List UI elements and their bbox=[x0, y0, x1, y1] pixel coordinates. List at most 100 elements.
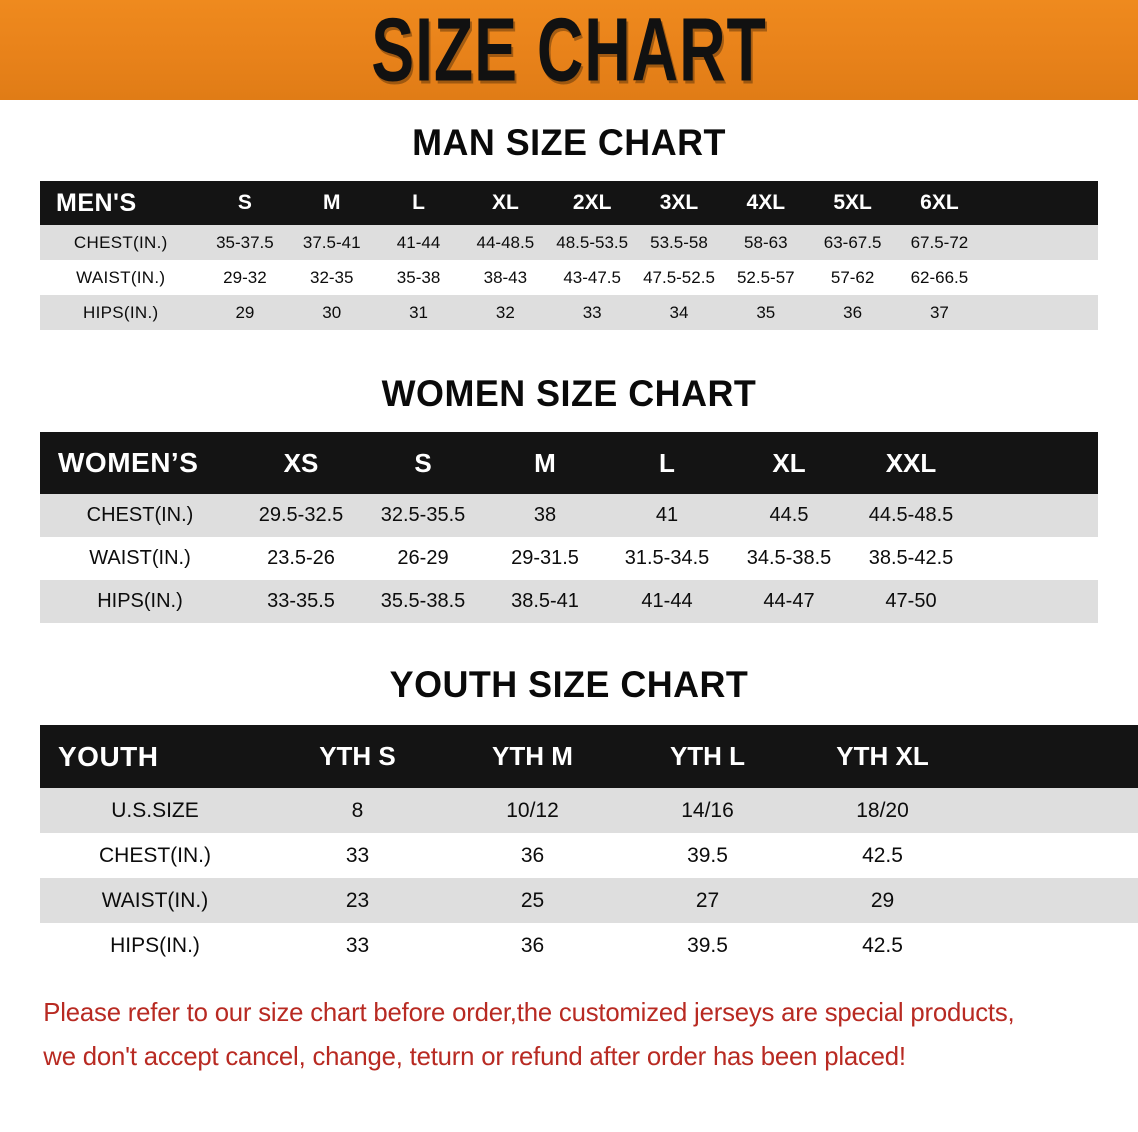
order-policy-line-1: Please refer to our size chart before or… bbox=[43, 997, 1015, 1027]
page-title: SIZE CHART bbox=[371, 0, 767, 100]
youth-row-spacer bbox=[970, 923, 1138, 968]
youth-size-table: YOUTH YTH S YTH M YTH L YTH XL U.S.SIZE 8 10/1… bbox=[40, 725, 1138, 968]
women-table-row: WAIST(IN.) 23.5-26 26-29 29-31.5 31.5-34.5 34… bbox=[40, 537, 1098, 580]
youth-section-title: YOUTH SIZE CHART bbox=[389, 664, 749, 705]
youth-cell-value: 33 bbox=[270, 833, 445, 878]
youth-row-label: U.S.SIZE bbox=[40, 788, 270, 833]
man-cell-value: 35 bbox=[722, 295, 810, 330]
man-header-row: MEN'S S M L XL 2XL 3XL 4XL 5XL 6XL bbox=[40, 181, 1098, 225]
man-column-header-xl: XL bbox=[461, 181, 549, 225]
women-cell-value: 47-50 bbox=[850, 580, 972, 623]
youth-cell-value: 42.5 bbox=[795, 833, 970, 878]
man-cell-value: 57-62 bbox=[809, 260, 897, 295]
youth-cell-value: 27 bbox=[620, 878, 795, 923]
women-cell-value: 32.5-35.5 bbox=[362, 494, 484, 537]
man-cell-value: 32-35 bbox=[288, 260, 376, 295]
women-size-table: WOMEN’S XS S M L XL XXL CHEST(IN.) 29.5-32.5 32.… bbox=[40, 432, 1098, 623]
women-cell-value: 23.5-26 bbox=[240, 537, 362, 580]
youth-table-row: U.S.SIZE 8 10/12 14/16 18/20 bbox=[40, 788, 1138, 833]
man-cell-value: 63-67.5 bbox=[809, 225, 897, 260]
man-cell-value: 58-63 bbox=[722, 225, 810, 260]
youth-column-header-yth-xl: YTH XL bbox=[795, 725, 970, 788]
women-table-row: HIPS(IN.) 33-35.5 35.5-38.5 38.5-41 41-44 44-… bbox=[40, 580, 1098, 623]
women-table-head: WOMEN’S XS S M L XL XXL bbox=[40, 432, 1098, 494]
man-size-table: MEN'S S M L XL 2XL 3XL 4XL 5XL 6XL CHEST(IN.) 35-3… bbox=[40, 181, 1098, 330]
man-table-row: HIPS(IN.) 29 30 31 32 33 34 35 36 37 bbox=[40, 295, 1098, 330]
man-column-header-s: S bbox=[201, 181, 289, 225]
women-cell-value: 34.5-38.5 bbox=[728, 537, 850, 580]
women-cell-value: 41 bbox=[606, 494, 728, 537]
man-column-header-l: L bbox=[375, 181, 462, 225]
man-header-spacer bbox=[982, 181, 1098, 225]
youth-row-spacer bbox=[970, 788, 1138, 833]
women-cell-value: 38.5-41 bbox=[484, 580, 606, 623]
women-column-header-m: M bbox=[484, 432, 606, 494]
youth-row-label: CHEST(IN.) bbox=[40, 833, 270, 878]
man-cell-value: 53.5-58 bbox=[635, 225, 723, 260]
women-section-title: WOMEN SIZE CHART bbox=[381, 373, 757, 414]
man-column-header-4xl: 4XL bbox=[722, 181, 810, 225]
youth-column-header-yth-m: YTH M bbox=[445, 725, 620, 788]
man-table-head: MEN'S S M L XL 2XL 3XL 4XL 5XL 6XL bbox=[40, 181, 1098, 225]
man-table-row: CHEST(IN.) 35-37.5 37.5-41 41-44 44-48.5 48.5… bbox=[40, 225, 1098, 260]
women-cell-value: 35.5-38.5 bbox=[362, 580, 484, 623]
women-cell-value: 44-47 bbox=[728, 580, 850, 623]
man-cell-value: 41-44 bbox=[375, 225, 462, 260]
women-row-label: WAIST(IN.) bbox=[40, 537, 240, 580]
man-row-spacer bbox=[982, 225, 1098, 260]
youth-header-label: YOUTH bbox=[40, 725, 270, 788]
man-cell-value: 37.5-41 bbox=[288, 225, 376, 260]
man-cell-value: 52.5-57 bbox=[722, 260, 810, 295]
women-column-header-xs: XS bbox=[240, 432, 362, 494]
women-column-header-l: L bbox=[606, 432, 728, 494]
women-cell-value: 29-31.5 bbox=[484, 537, 606, 580]
youth-cell-value: 39.5 bbox=[620, 833, 795, 878]
women-table-row: CHEST(IN.) 29.5-32.5 32.5-35.5 38 41 44.5 44.5… bbox=[40, 494, 1098, 537]
women-cell-value: 26-29 bbox=[362, 537, 484, 580]
youth-cell-value: 14/16 bbox=[620, 788, 795, 833]
man-cell-value: 32 bbox=[461, 295, 549, 330]
youth-header-row: YOUTH YTH S YTH M YTH L YTH XL bbox=[40, 725, 1138, 788]
man-cell-value: 44-48.5 bbox=[461, 225, 549, 260]
youth-table-row: WAIST(IN.) 23 25 27 29 bbox=[40, 878, 1138, 923]
youth-column-header-yth-s: YTH S bbox=[270, 725, 445, 788]
youth-header-spacer bbox=[970, 725, 1138, 788]
man-header-label: MEN'S bbox=[40, 181, 202, 225]
man-column-header-3xl: 3XL bbox=[635, 181, 723, 225]
order-policy-note: Please refer to our size chart before or… bbox=[6, 990, 1133, 1078]
man-section-title: MAN SIZE CHART bbox=[412, 122, 726, 163]
youth-cell-value: 10/12 bbox=[445, 788, 620, 833]
women-cell-value: 44.5 bbox=[728, 494, 850, 537]
youth-table-row: CHEST(IN.) 33 36 39.5 42.5 bbox=[40, 833, 1138, 878]
women-table-wrap: WOMEN’S XS S M L XL XXL CHEST(IN.) 29.5-32.5 32.… bbox=[0, 432, 1138, 623]
man-cell-value: 33 bbox=[548, 295, 636, 330]
women-cell-value: 31.5-34.5 bbox=[606, 537, 728, 580]
youth-cell-value: 36 bbox=[445, 923, 620, 968]
women-column-header-xl: XL bbox=[728, 432, 850, 494]
man-row-label: CHEST(IN.) bbox=[40, 225, 202, 260]
women-row-spacer bbox=[972, 494, 1098, 537]
man-cell-value: 34 bbox=[635, 295, 723, 330]
women-header-spacer bbox=[972, 432, 1098, 494]
man-row-label: WAIST(IN.) bbox=[40, 260, 202, 295]
youth-column-header-yth-l: YTH L bbox=[620, 725, 795, 788]
youth-cell-value: 25 bbox=[445, 878, 620, 923]
man-cell-value: 29-32 bbox=[201, 260, 289, 295]
man-table-body: CHEST(IN.) 35-37.5 37.5-41 41-44 44-48.5 48.5… bbox=[40, 225, 1098, 330]
man-row-spacer bbox=[982, 260, 1098, 295]
man-row-spacer bbox=[982, 295, 1098, 330]
youth-row-spacer bbox=[970, 833, 1138, 878]
man-cell-value: 43-47.5 bbox=[548, 260, 636, 295]
women-cell-value: 41-44 bbox=[606, 580, 728, 623]
women-row-spacer bbox=[972, 537, 1098, 580]
women-row-label: CHEST(IN.) bbox=[40, 494, 240, 537]
women-cell-value: 44.5-48.5 bbox=[850, 494, 972, 537]
women-table-body: CHEST(IN.) 29.5-32.5 32.5-35.5 38 41 44.5 44.5… bbox=[40, 494, 1098, 623]
man-column-header-m: M bbox=[288, 181, 376, 225]
man-row-label: HIPS(IN.) bbox=[40, 295, 202, 330]
man-column-header-5xl: 5XL bbox=[809, 181, 897, 225]
man-table-wrap: MEN'S S M L XL 2XL 3XL 4XL 5XL 6XL CHEST(IN.) 35-3… bbox=[0, 181, 1138, 330]
man-cell-value: 36 bbox=[809, 295, 897, 330]
women-cell-value: 33-35.5 bbox=[240, 580, 362, 623]
